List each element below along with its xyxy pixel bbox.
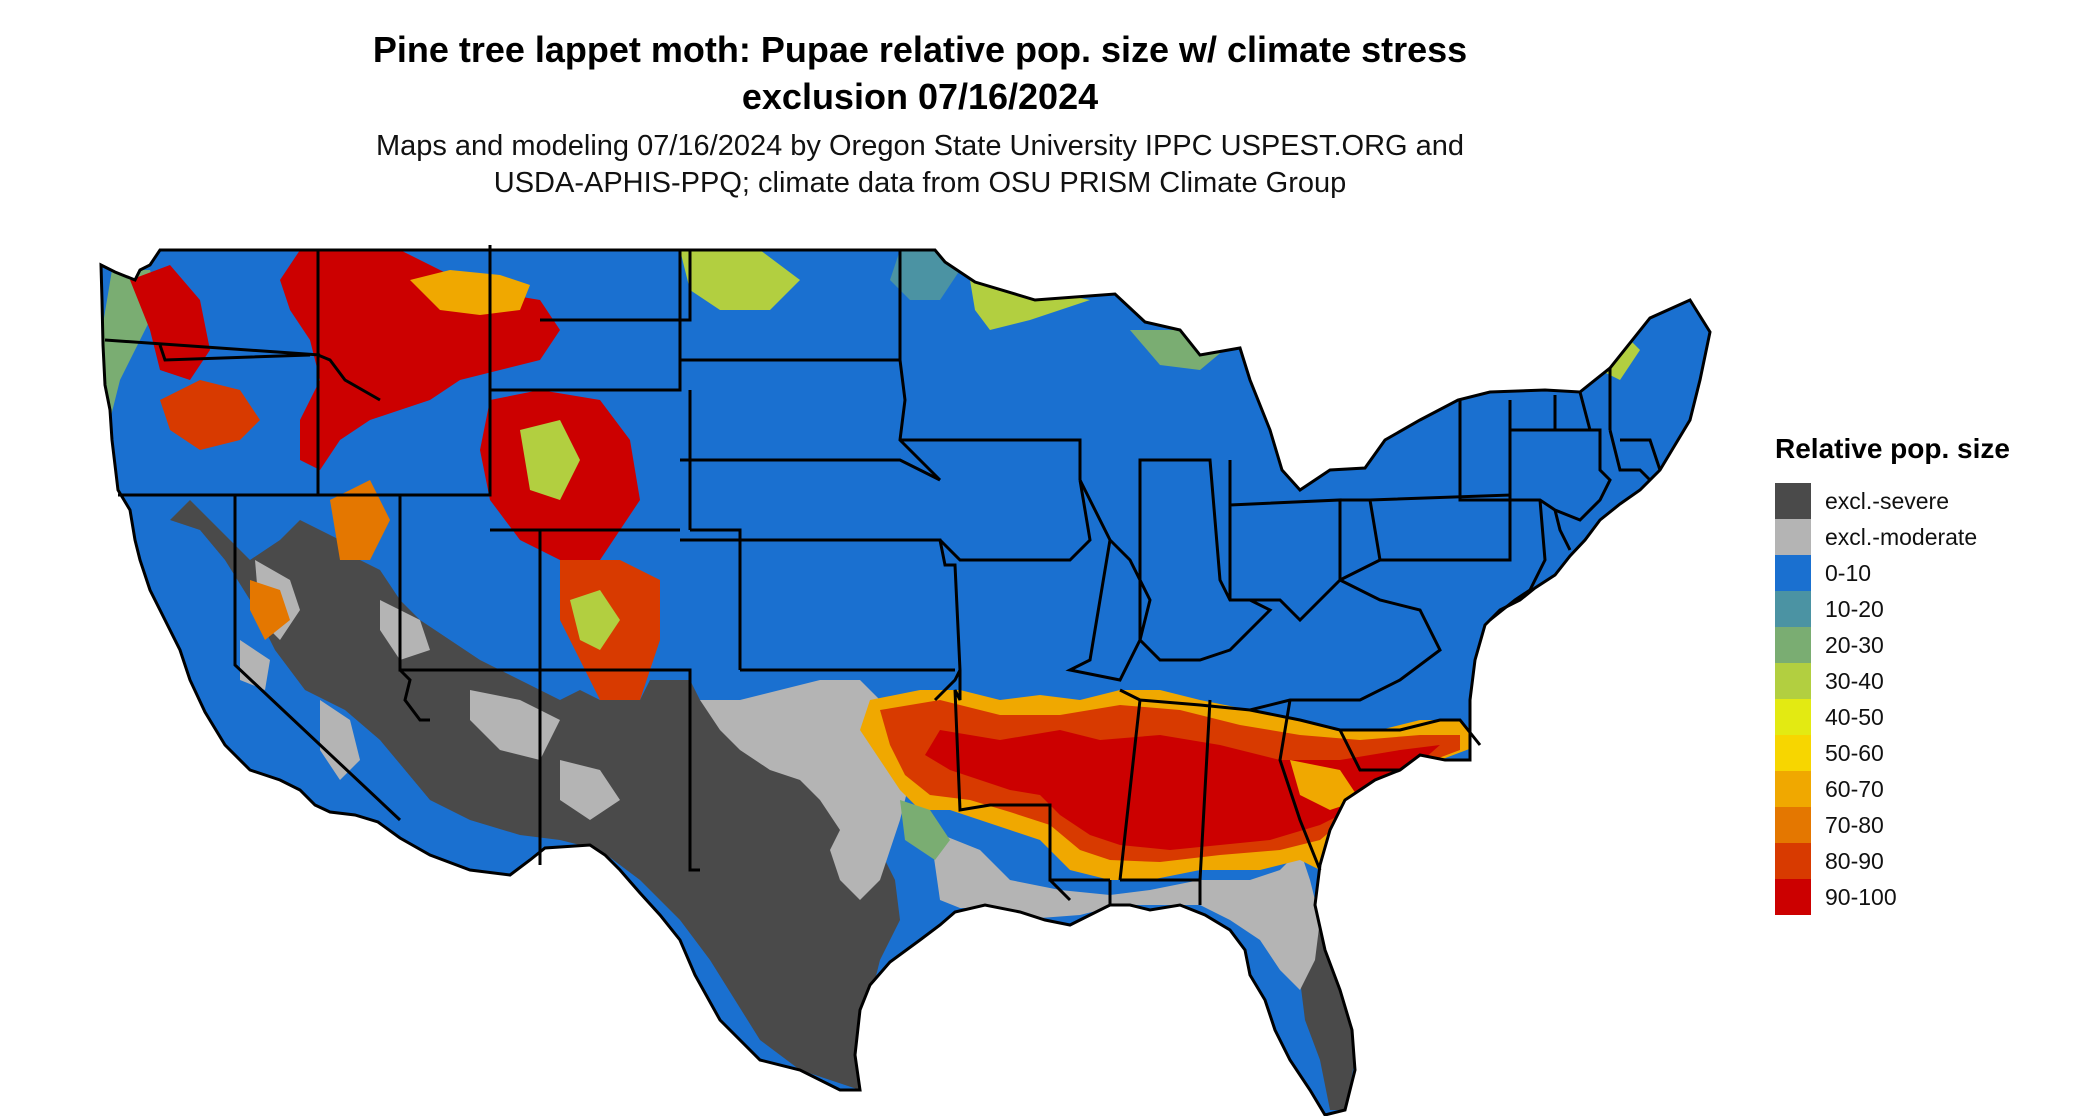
legend-label: excl.-moderate (1825, 523, 1978, 550)
legend-item: 90-100 (1775, 879, 2010, 915)
legend-item: 30-40 (1775, 663, 2010, 699)
region-30-40-dakota-north (680, 250, 800, 310)
legend-items: excl.-severe excl.-moderate 0-10 10-20 20-30… (1775, 483, 2010, 915)
region-20-30-louisiana (900, 800, 950, 860)
legend-label: 0-10 (1825, 559, 1872, 586)
region-60-70-georgia (1290, 760, 1360, 810)
region-30-40-wyoming (520, 420, 580, 500)
region-80-90-oregon (160, 380, 260, 450)
region-20-30-pacific-coast (102, 270, 160, 520)
legend-swatch (1775, 735, 1811, 771)
legend-label: 80-90 (1825, 847, 1884, 874)
region-excl-moderate-west (240, 560, 620, 820)
legend-label: 20-30 (1825, 631, 1884, 658)
legend-item: 0-10 (1775, 555, 2010, 591)
legend-swatch (1775, 699, 1811, 735)
legend: Relative pop. size excl.-severe excl.-mod… (1775, 433, 2010, 915)
legend-swatch (1775, 807, 1811, 843)
legend-swatch (1775, 591, 1811, 627)
legend-label: excl.-severe (1825, 487, 1949, 514)
region-60-70-rockies-high (410, 270, 530, 315)
legend-item: 80-90 (1775, 843, 2010, 879)
legend-label: 30-40 (1825, 667, 1884, 694)
map-subtitle: Maps and modeling 07/16/2024 by Oregon S… (0, 128, 1840, 202)
map-title: Pine tree lappet moth: Pupae relative po… (0, 26, 1840, 120)
legend-swatch (1775, 879, 1811, 915)
legend-title: Relative pop. size (1775, 433, 2010, 464)
legend-swatch (1775, 627, 1811, 663)
legend-swatch (1775, 771, 1811, 807)
legend-item: 70-80 (1775, 807, 2010, 843)
legend-label: 50-60 (1825, 739, 1884, 766)
legend-label: 90-100 (1825, 883, 1897, 910)
map-title-line2: exclusion 07/16/2024 (741, 76, 1099, 117)
legend-item: 50-60 (1775, 735, 2010, 771)
region-30-40-colorado (570, 590, 620, 650)
legend-swatch (1775, 663, 1811, 699)
region-30-40-lake-superior (970, 280, 1090, 330)
legend-item: 60-70 (1775, 771, 2010, 807)
legend-swatch (1775, 519, 1811, 555)
legend-label: 10-20 (1825, 595, 1884, 622)
map-subtitle-line2: USDA-APHIS-PPQ; climate data from OSU PR… (493, 167, 1347, 199)
legend-item: 10-20 (1775, 591, 2010, 627)
state-borders (99, 245, 1712, 1116)
legend-label: 60-70 (1825, 775, 1884, 802)
legend-label: 70-80 (1825, 811, 1884, 838)
region-10-20-minnesota (890, 250, 960, 300)
region-90-100-southeast (925, 730, 1440, 850)
map-title-line1: Pine tree lappet moth: Pupae relative po… (372, 29, 1468, 70)
legend-item: 20-30 (1775, 627, 2010, 663)
legend-item: 40-50 (1775, 699, 2010, 735)
region-70-80-great-basin (250, 480, 390, 640)
legend-item: excl.-severe (1775, 483, 2010, 519)
legend-swatch (1775, 555, 1811, 591)
map-subtitle-line1: Maps and modeling 07/16/2024 by Oregon S… (375, 130, 1465, 162)
legend-swatch (1775, 483, 1811, 519)
region-excl-moderate-texas (700, 680, 910, 900)
region-90-100-cascades (130, 265, 210, 380)
region-excl-severe-southwest (170, 500, 900, 1090)
legend-item: excl.-moderate (1775, 519, 2010, 555)
population-layer (101, 250, 1710, 1115)
legend-label: 40-50 (1825, 703, 1884, 730)
legend-swatch (1775, 843, 1811, 879)
